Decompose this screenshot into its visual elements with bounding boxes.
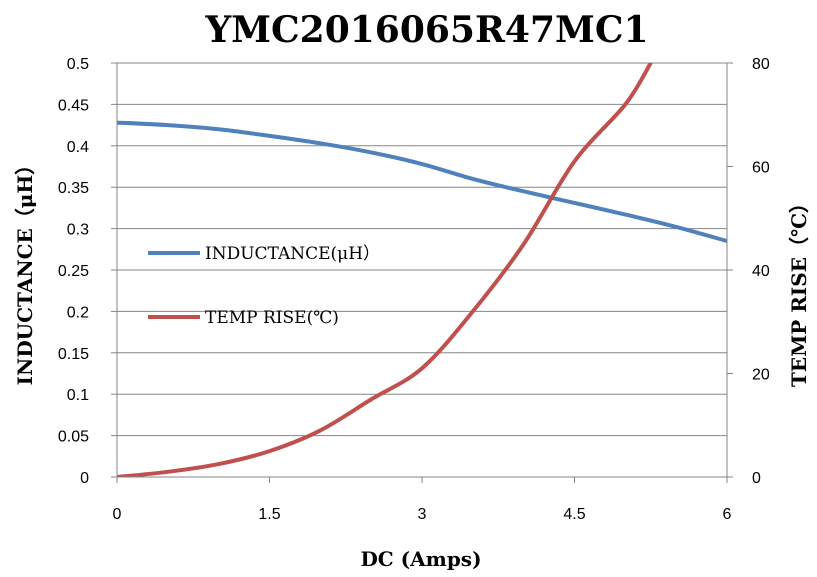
x-tick-label-1: 1.5 [258,506,280,523]
gridlines [117,62,727,437]
x-axis-title: DC (Amps) [360,547,481,571]
x-tick-label-0: 0 [113,506,122,523]
y-left-tick-label-10: 0.5 [67,56,89,73]
series-0-point-4 [320,143,321,144]
series-0-point-10 [625,214,626,215]
x-tick-label-2: 3 [418,506,427,523]
legend: INDUCTANCE(μH） TEMP RISE(℃) [148,244,380,328]
y-left-tick-label-5: 0.25 [58,263,89,280]
series-0-point-3 [269,135,270,136]
y-left-tick-label-4: 0.2 [67,304,89,321]
y-left-tick-label-3: 0.15 [58,346,89,363]
series-1-point-9 [574,161,575,162]
series-0-point-9 [574,202,575,203]
series-layer [117,63,727,477]
y-left-tick-label-8: 0.4 [67,139,89,156]
x-tick-label-4: 6 [723,506,732,523]
y-right-tick-label-2: 40 [752,263,770,280]
x-tick-label-3: 4.5 [563,506,585,523]
series-1-point-6 [422,368,423,369]
y-left-tick-label-2: 0.1 [67,387,89,404]
chart-title: YMC2016065R47MC1 [204,9,648,51]
legend-label-0: INDUCTANCE(μH） [205,244,380,264]
series-0 [117,120,727,244]
y-right-tick-label-0: 0 [752,470,761,487]
series-1-point-7 [472,311,473,312]
y-axis-right-title: TEMP RISE（℃） [787,193,811,387]
y-left-tick-label-0: 0 [80,470,89,487]
series-1-point-8 [523,244,524,245]
y-left-tick-label-1: 0.05 [58,429,89,446]
series-0-point-2 [218,129,219,130]
series-1-point-10 [625,104,626,105]
series-0-point-1 [167,125,168,126]
y-left-tick-label-7: 0.35 [58,180,89,197]
y-left-tick-label-6: 0.3 [67,222,89,239]
series-line-1 [117,63,653,477]
series-0-point-5 [371,152,372,153]
y-right-tick-label-4: 80 [752,56,770,73]
series-1 [117,63,653,477]
series-0-point-11 [676,226,677,227]
series-1-point-4 [320,430,321,431]
y-right-tick-label-1: 20 [752,367,770,384]
y-left-tick-label-9: 0.45 [58,97,89,114]
series-0-point-6 [422,164,423,165]
series-1-point-3 [269,451,270,452]
series-1-point-2 [218,464,219,465]
y-right-tick-label-3: 60 [752,160,770,177]
axes: 0 0.05 0.1 0.15 0.2 0.25 0.3 0.35 0.4 0.45 0.5 0 20 4… [58,56,770,523]
series-1-point-5 [371,399,372,400]
y-axis-left-title: INDUCTANCE（μH） [13,155,37,386]
series-0-point-7 [472,178,473,179]
legend-label-1: TEMP RISE(℃) [205,308,339,328]
series-1-point-1 [167,471,168,472]
series-line-0 [117,120,727,244]
series-0-point-8 [523,191,524,192]
